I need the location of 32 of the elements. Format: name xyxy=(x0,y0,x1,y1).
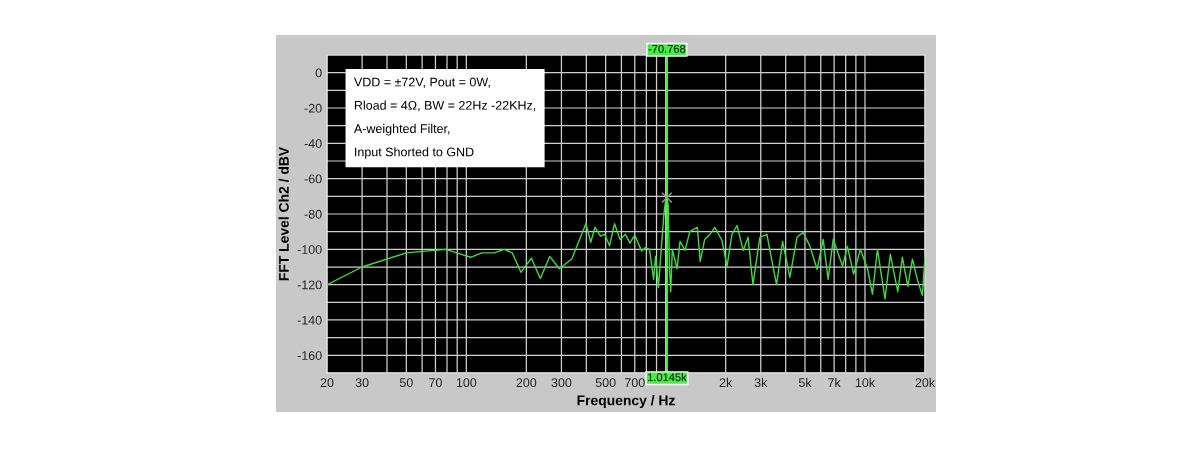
y-tick-label: -20 xyxy=(304,103,322,113)
x-tick-label: 700 xyxy=(625,378,645,388)
x-tick-label: 500 xyxy=(595,378,616,388)
x-tick-label: 5k xyxy=(798,377,812,388)
annotation: -70.768 xyxy=(648,44,686,53)
y-tick-label: -120 xyxy=(297,280,322,290)
y-tick-label: -80 xyxy=(304,209,322,219)
y-tick-label: -100 xyxy=(297,245,322,254)
y-tick-label: -140 xyxy=(297,315,322,325)
y-tick-label: -160 xyxy=(297,351,322,360)
x-tick-label: 30 xyxy=(355,378,369,388)
x-axis-title: Frequency / Hz xyxy=(577,395,675,409)
annotation: VDD = ±72V, Pout = 0W, xyxy=(353,77,490,88)
x-tick-label: 3k xyxy=(754,377,768,388)
y-tick-label: -60 xyxy=(304,174,322,184)
y-tick-label: 0 xyxy=(315,68,322,78)
y-tick-label: -40 xyxy=(304,139,322,148)
x-tick-label: 7k xyxy=(828,377,841,387)
y-axis-title: FFT Level Ch2 / dBV xyxy=(278,146,289,281)
annotation: A-weighted Filter, xyxy=(353,123,450,136)
x-tick-label: 70 xyxy=(429,378,442,388)
x-tick-label: 50 xyxy=(399,378,413,388)
x-tick-label: 100 xyxy=(456,378,477,388)
x-tick-label: 300 xyxy=(551,378,572,388)
ref-line-label: 1.0145k xyxy=(647,373,687,382)
x-tick-label: 20k xyxy=(915,377,936,388)
x-tick-label: 2k xyxy=(719,377,733,387)
x-tick-label: 20 xyxy=(320,378,334,388)
annotation: Rload = 4Ω, BW = 22Hz -22KHz, xyxy=(354,100,536,112)
x-tick-label: 200 xyxy=(516,378,537,388)
annotation: Input Shorted to GND xyxy=(355,147,474,159)
x-tick-label: 10k xyxy=(855,377,876,388)
